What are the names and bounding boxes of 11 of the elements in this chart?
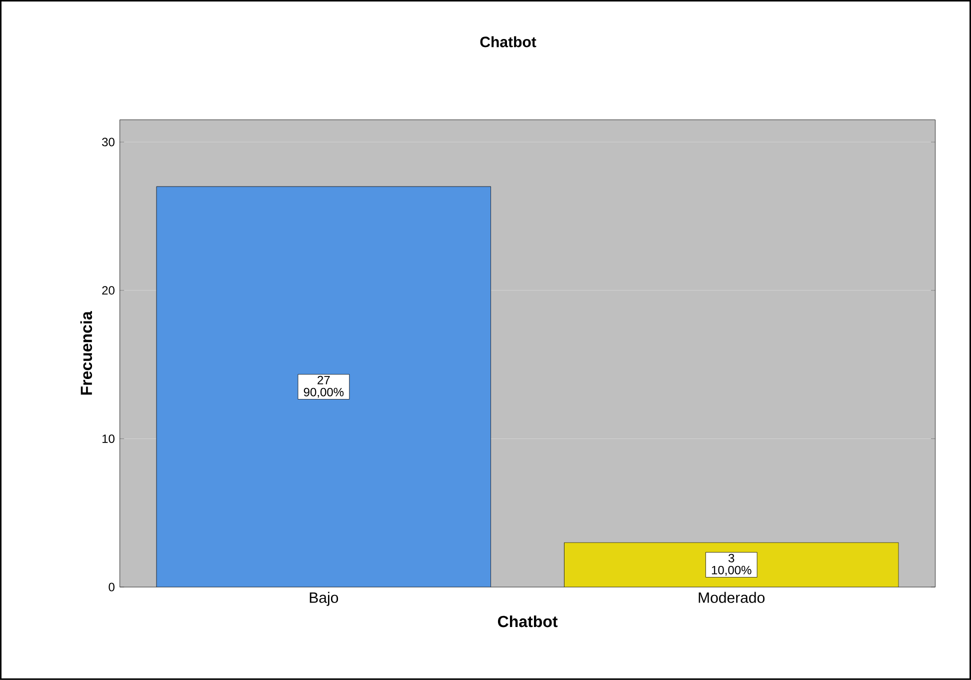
x-axis-title: Chatbot: [498, 616, 558, 628]
y-axis-title: Frecuencia: [80, 311, 92, 395]
data-label: 3 10,00%: [712, 554, 752, 576]
y-tick-label: 30: [102, 138, 114, 146]
x-tick-label: Moderado: [698, 592, 765, 604]
y-tick-label: 0: [108, 582, 114, 592]
x-tick-label: Bajo: [310, 592, 338, 606]
y-tick-label: 10: [102, 434, 114, 444]
data-label: 27 90,00%: [304, 376, 344, 398]
y-tick-label: 20: [102, 286, 114, 295]
chart-title: Chatbot: [480, 36, 536, 48]
